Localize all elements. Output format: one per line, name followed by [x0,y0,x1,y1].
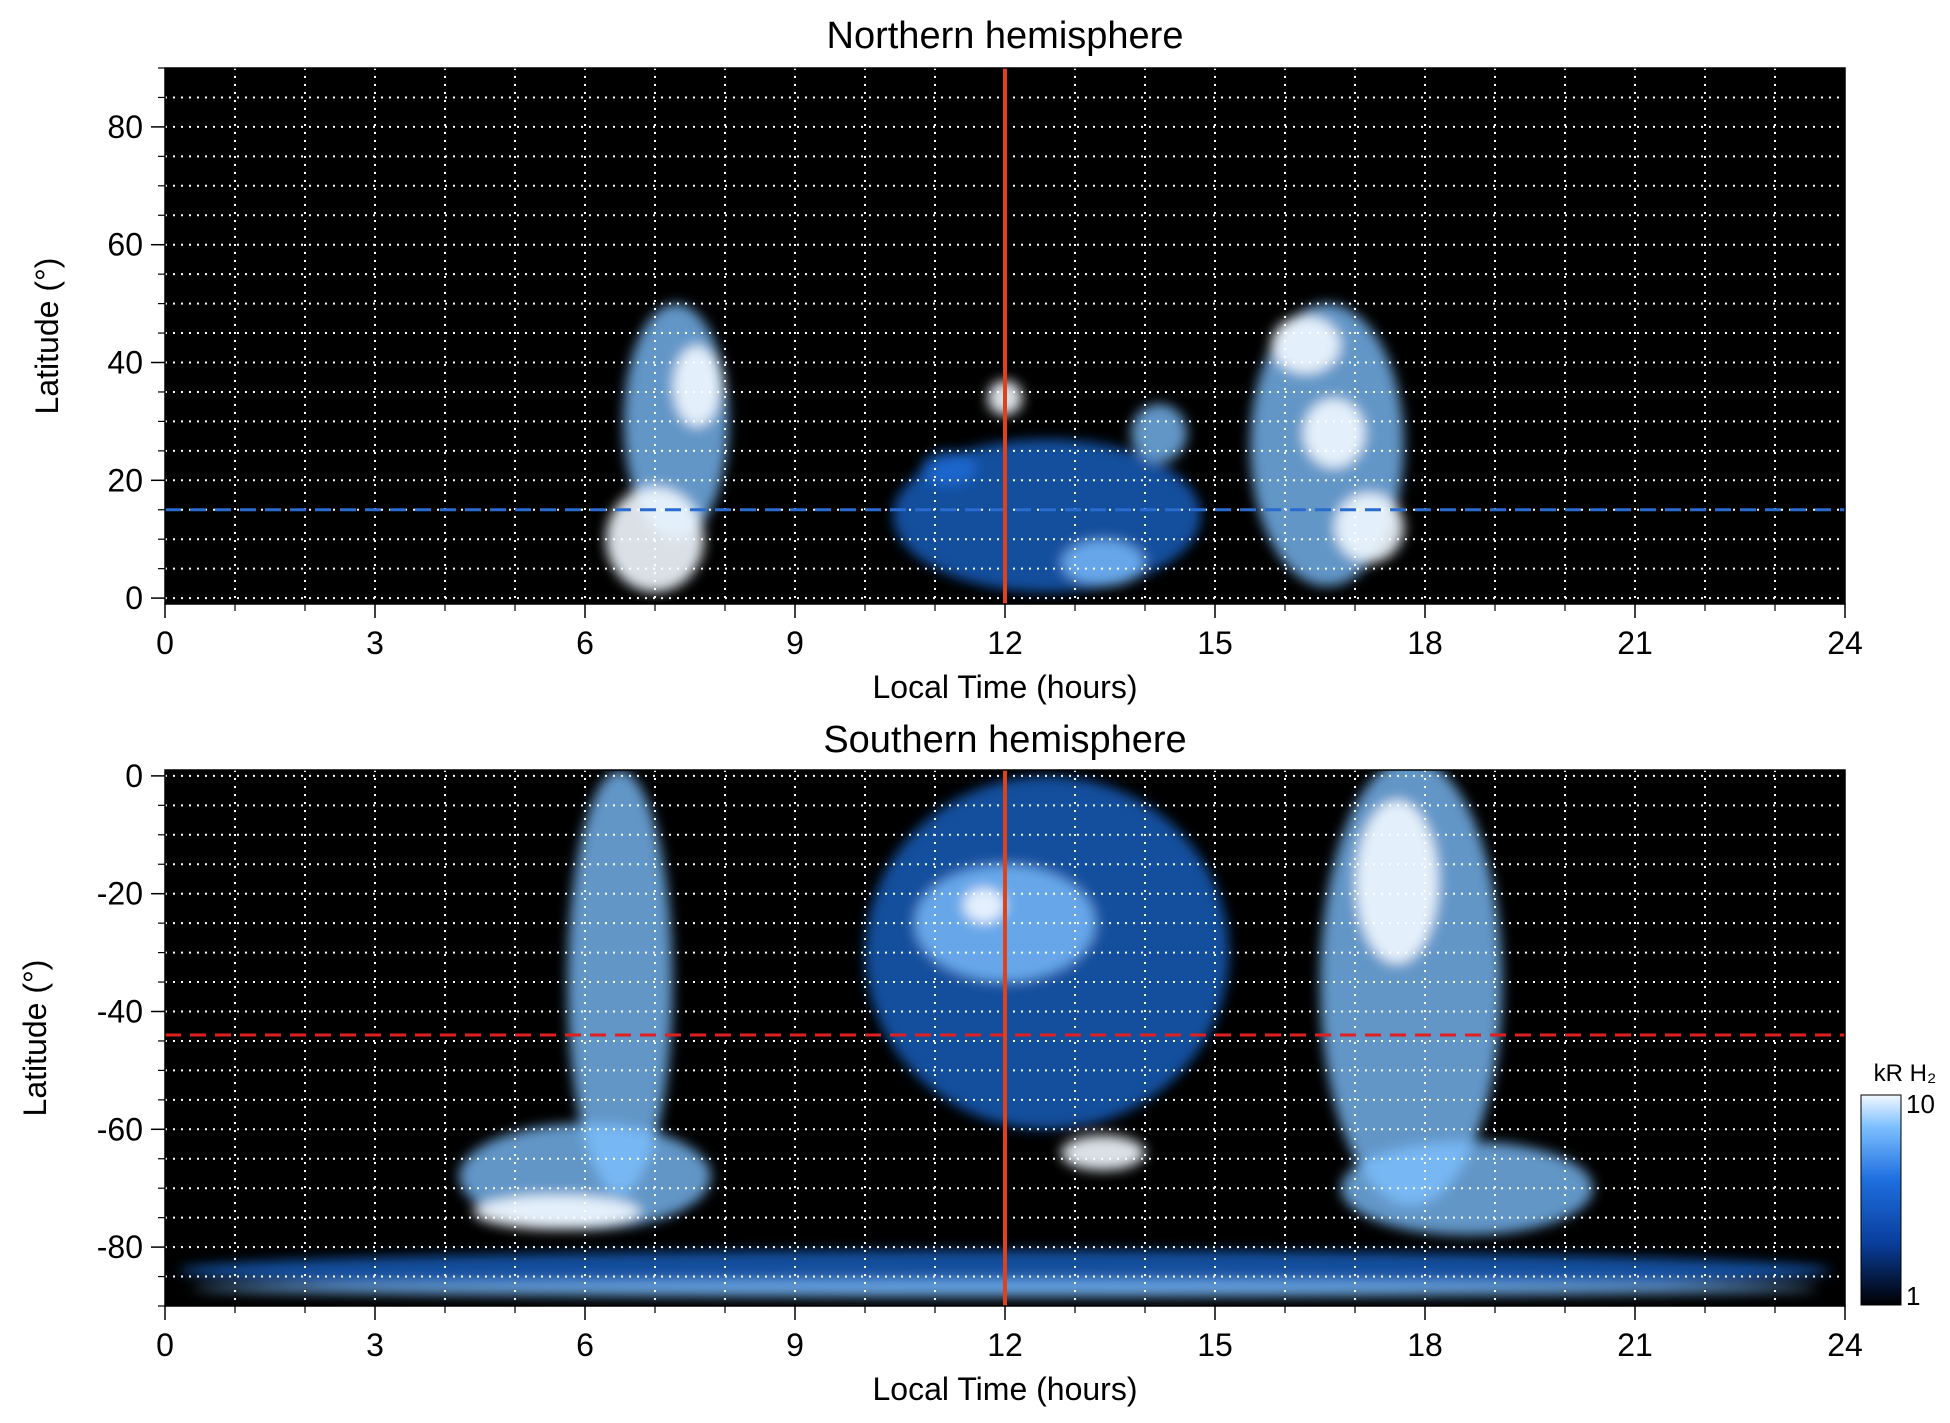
north-y-tick-label: 40 [107,345,143,381]
north-emission-region-12 [1061,539,1145,587]
north-axes: 0 3 6 9 12 15 18 21 24 0 20 40 60 80 [107,67,1863,661]
south-x-tick-label: 18 [1407,1327,1443,1363]
colorbar: kR H₂ 10 1 [1860,1060,1937,1311]
south-title: Southern hemisphere [823,719,1186,761]
colorbar-min-label: 1 [1906,1281,1920,1311]
north-x-tick-label: 9 [786,625,804,661]
north-x-tick-label: 0 [156,625,174,661]
north-emission-region-5 [1271,315,1341,375]
north-x-tick-label: 21 [1617,625,1653,661]
north-emission-region-10 [1131,403,1187,463]
south-x-tick-label: 12 [987,1327,1023,1363]
south-axes: 0 3 6 9 12 15 18 21 24 0 -20 -40 -60 -80 [97,758,1863,1363]
south-emission-region-7 [963,887,1005,924]
north-x-tick-label: 3 [366,625,384,661]
south-emission-layer [179,770,1831,1298]
south-x-tick-label: 9 [786,1327,804,1363]
south-y-tick-label: -80 [97,1229,143,1265]
north-x-tick-label: 15 [1197,625,1233,661]
south-x-tick-label: 24 [1827,1327,1863,1363]
north-panel: Northern hemisphere 0 3 6 9 12 15 18 21 24 0 20 40 6… [29,15,1863,705]
north-emission-region-6 [1302,397,1366,469]
north-y-tick-label: 60 [107,227,143,263]
south-x-tick-label: 21 [1617,1327,1653,1363]
north-x-tick-label: 6 [576,625,594,661]
north-y-tick-label: 20 [107,462,143,498]
colorbar-label: kR H₂ [1874,1060,1937,1087]
south-x-tick-label: 0 [156,1327,174,1363]
south-x-tick-label: 15 [1197,1327,1233,1363]
north-y-tick-label: 80 [107,109,143,145]
south-emission-region-3 [473,1194,641,1230]
north-x-axis-label: Local Time (hours) [873,669,1138,705]
north-grid [165,68,1845,604]
colorbar-max-label: 10 [1906,1089,1935,1119]
south-x-tick-label: 6 [576,1327,594,1363]
south-emission-region-9 [1355,799,1439,965]
south-emission-region-1 [567,770,673,1195]
south-y-tick-label: -60 [97,1111,143,1147]
north-title: Northern hemisphere [827,15,1184,57]
north-x-tick-label: 18 [1407,625,1443,661]
south-emission-region-10 [1341,1141,1593,1236]
north-emission-region-7 [1334,492,1404,563]
colorbar-gradient [1860,1094,1902,1306]
south-panel: Southern hemisphere 0 3 6 9 12 15 18 21 24 0 -20 -4… [17,719,1863,1407]
south-y-tick-label: -40 [97,993,143,1029]
south-y-tick-label: -20 [97,876,143,912]
north-y-axis-label: Latitude (°) [29,258,65,415]
north-y-tick-label: 0 [125,580,143,616]
south-x-tick-label: 3 [366,1327,384,1363]
south-x-axis-label: Local Time (hours) [873,1371,1138,1407]
north-x-tick-label: 12 [987,625,1023,661]
south-y-tick-label: 0 [125,758,143,794]
north-x-tick-label: 24 [1827,625,1863,661]
north-emission-region-3 [672,344,722,428]
south-emission-region-6 [1061,1135,1145,1171]
south-y-axis-label: Latitude (°) [17,960,53,1117]
